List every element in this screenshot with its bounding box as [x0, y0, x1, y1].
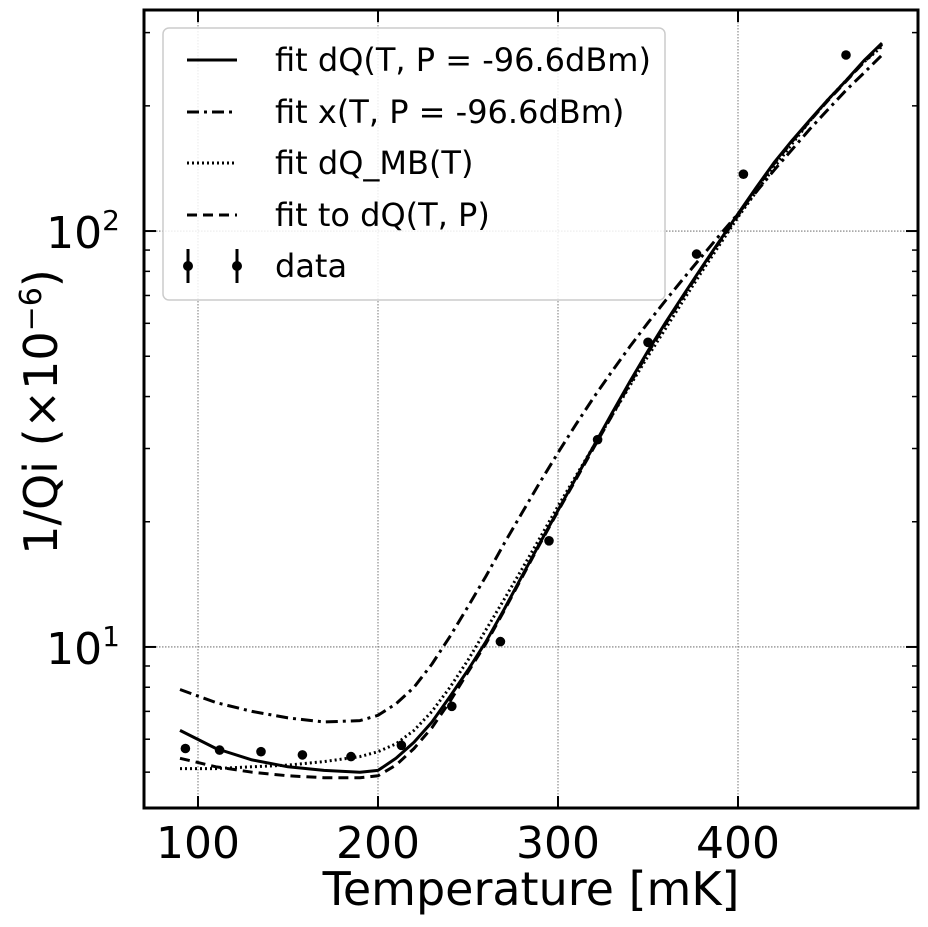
data-point: [841, 50, 851, 60]
y-tick-label: 102: [46, 204, 120, 259]
data-point: [592, 434, 603, 445]
y-tick-label-base: 10: [46, 208, 102, 259]
y-axis-title-close: ): [14, 269, 68, 287]
y-axis-title-exponent: −6: [14, 287, 49, 331]
x-tick-labels: 100 200 300 400: [156, 818, 780, 869]
y-tick-label-base: 10: [46, 624, 102, 675]
plot-frame: [142, 8, 920, 810]
x-tick-label: 200: [336, 818, 420, 869]
axis-ticks: [144, 10, 918, 808]
data-point: [544, 536, 554, 546]
data-point: [396, 740, 407, 751]
legend-box: [162, 27, 666, 301]
x-tick-label: 300: [516, 818, 600, 869]
legend-label: fit to dQ(T, P): [275, 196, 490, 234]
y-tick-label: 101: [46, 620, 120, 675]
data-points: [180, 50, 851, 762]
legend: fit dQ(T, P = -96.6dBm) fit x(T, P = -96.…: [162, 27, 666, 301]
legend-label: fit x(T, P = -96.6dBm): [275, 93, 624, 131]
x-tick-label: 100: [156, 818, 240, 869]
series-group: [179, 42, 884, 780]
data-point: [738, 169, 749, 179]
x-tick-label: 400: [696, 818, 780, 869]
series-line-dashed: [179, 43, 884, 780]
x-axis-title: Temperature [mK]: [322, 862, 740, 916]
data-point: [495, 636, 506, 647]
y-axis-title-main: 1/Qi (×10: [14, 331, 68, 554]
data-point: [691, 249, 702, 259]
data-point: [256, 746, 266, 757]
y-tick-label-exponent: 2: [102, 204, 120, 237]
data-point: [297, 750, 308, 760]
legend-label: data: [275, 247, 347, 285]
data-point: [180, 743, 191, 754]
y-tick-label-exponent: 1: [102, 620, 120, 653]
series-line-dotted: [180, 45, 883, 771]
legend-marker: [232, 261, 242, 271]
legend-label: fit dQ_MB(T): [275, 144, 473, 182]
y-axis-title: 1/Qi (×10−6): [14, 269, 68, 555]
data-point: [447, 701, 457, 712]
data-point: [214, 745, 225, 755]
legend-label: fit dQ(T, P = -96.6dBm): [275, 41, 651, 79]
data-point: [346, 751, 356, 762]
legend-marker: [183, 261, 193, 271]
series-line-dashdot: [179, 53, 884, 724]
data-point: [643, 337, 653, 348]
